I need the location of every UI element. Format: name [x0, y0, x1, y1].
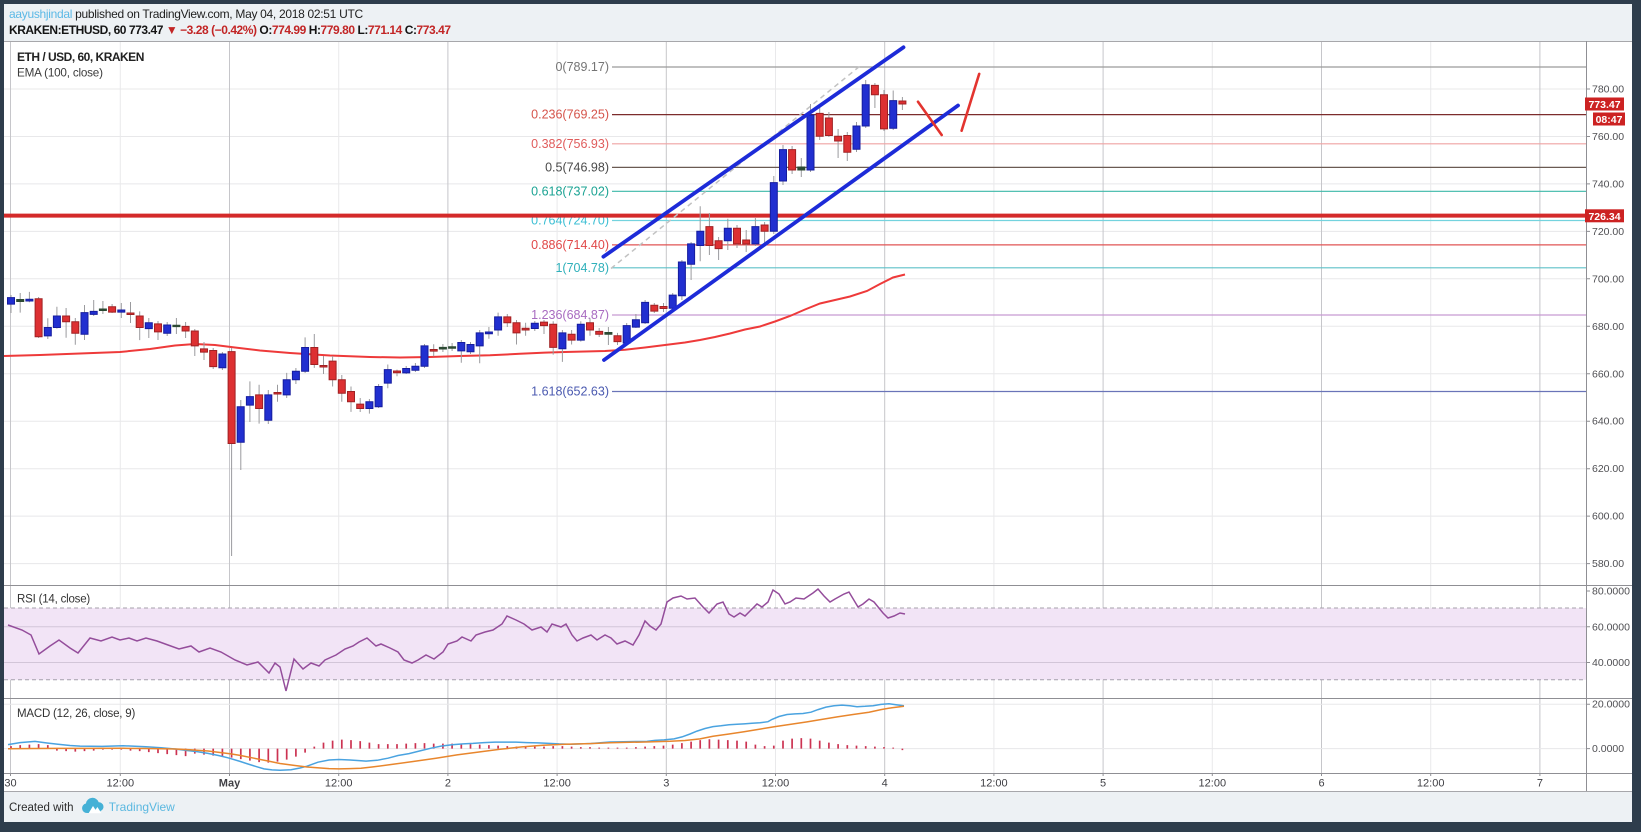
svg-text:700.00: 700.00 — [1592, 273, 1624, 285]
svg-text:0.236(769.25): 0.236(769.25) — [531, 108, 609, 122]
svg-text:80.0000: 80.0000 — [1592, 586, 1630, 598]
svg-text:40.0000: 40.0000 — [1592, 657, 1630, 669]
svg-text:0.0000: 0.0000 — [1592, 743, 1624, 755]
svg-text:12:00: 12:00 — [107, 778, 135, 790]
svg-text:12:00: 12:00 — [1199, 778, 1227, 790]
svg-text:Created with: Created with — [9, 802, 74, 814]
svg-text:12:00: 12:00 — [543, 778, 571, 790]
svg-text:773.47: 773.47 — [1588, 99, 1620, 111]
svg-text:760.00: 760.00 — [1592, 131, 1624, 143]
svg-text:5: 5 — [1100, 778, 1106, 790]
svg-text:60.0000: 60.0000 — [1592, 621, 1630, 633]
svg-text:ETH / USD, 60, KRAKEN: ETH / USD, 60, KRAKEN — [17, 50, 144, 64]
svg-text:30: 30 — [4, 778, 16, 790]
svg-text:12:00: 12:00 — [1417, 778, 1445, 790]
svg-text:TradingView: TradingView — [109, 800, 175, 814]
svg-text:640.00: 640.00 — [1592, 416, 1624, 428]
svg-text:May: May — [219, 778, 241, 790]
svg-text:600.00: 600.00 — [1592, 511, 1624, 523]
svg-text:MACD (12, 26, close, 9): MACD (12, 26, close, 9) — [17, 708, 135, 720]
svg-text:0(789.17): 0(789.17) — [555, 60, 609, 74]
svg-text:580.00: 580.00 — [1592, 558, 1624, 570]
svg-text:RSI (14, close): RSI (14, close) — [17, 594, 90, 606]
svg-text:3: 3 — [663, 778, 669, 790]
svg-text:660.00: 660.00 — [1592, 368, 1624, 380]
svg-text:aayushjindal published on Trad: aayushjindal published on TradingView.co… — [9, 7, 363, 21]
svg-text:0.618(737.02): 0.618(737.02) — [531, 184, 609, 198]
svg-text:780.00: 780.00 — [1592, 84, 1624, 96]
svg-text:KRAKEN:ETHUSD, 60 773.47 ▼ −3: KRAKEN:ETHUSD, 60 773.47 ▼ −3.28 (−0.42%… — [9, 23, 451, 37]
svg-text:0.5(746.98): 0.5(746.98) — [545, 160, 609, 174]
svg-text:4: 4 — [882, 778, 888, 790]
svg-text:740.00: 740.00 — [1592, 178, 1624, 190]
svg-text:EMA (100, close): EMA (100, close) — [17, 67, 103, 80]
svg-text:12:00: 12:00 — [325, 778, 353, 790]
svg-text:1.618(652.63): 1.618(652.63) — [531, 385, 609, 399]
svg-text:0.886(714.40): 0.886(714.40) — [531, 238, 609, 252]
svg-text:20.0000: 20.0000 — [1592, 699, 1630, 711]
svg-text:2: 2 — [445, 778, 451, 790]
svg-text:1(704.78): 1(704.78) — [555, 261, 609, 275]
svg-text:12:00: 12:00 — [762, 778, 790, 790]
svg-text:12:00: 12:00 — [980, 778, 1008, 790]
svg-text:6: 6 — [1318, 778, 1324, 790]
svg-text:720.00: 720.00 — [1592, 226, 1624, 238]
svg-text:1.236(684.87): 1.236(684.87) — [531, 308, 609, 322]
svg-text:7: 7 — [1537, 778, 1543, 790]
svg-text:726.34: 726.34 — [1588, 211, 1620, 223]
svg-text:08:47: 08:47 — [1596, 114, 1623, 126]
svg-text:0.382(756.93): 0.382(756.93) — [531, 137, 609, 151]
svg-text:680.00: 680.00 — [1592, 321, 1624, 333]
svg-text:620.00: 620.00 — [1592, 463, 1624, 475]
